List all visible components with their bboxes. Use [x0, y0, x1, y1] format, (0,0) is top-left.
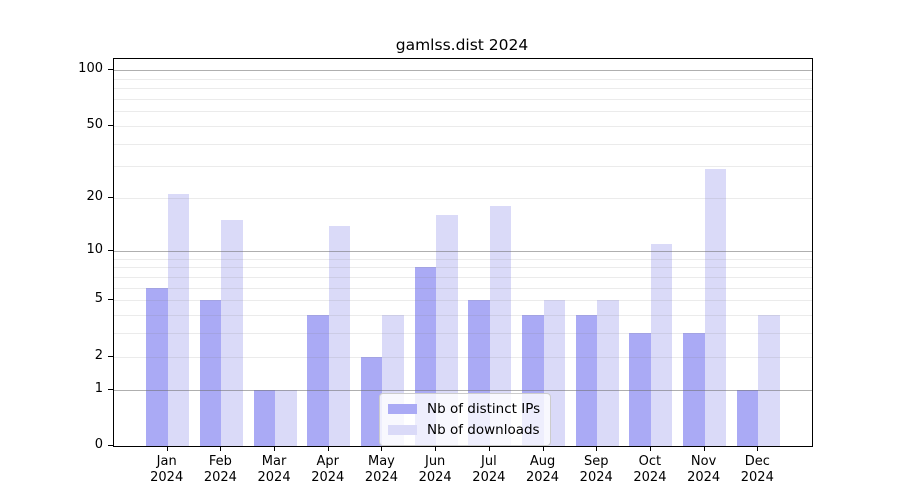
x-tick-label-aug: Aug 2024 [525, 454, 560, 485]
bar-downloads-oct [650, 243, 673, 446]
x-tick-mark-oct [649, 446, 651, 451]
bar-distinct-ips-sep [575, 315, 598, 446]
legend-label: Nb of distinct IPs [427, 401, 541, 417]
gridline-50 [114, 125, 812, 127]
x-tick-mark-sep [596, 446, 598, 451]
x-tick-label-jun: Jun 2024 [418, 454, 452, 485]
bar-downloads-jul [489, 206, 512, 446]
x-tick-label-jul: Jul 2024 [472, 454, 506, 485]
gridline-8 [114, 267, 812, 269]
x-tick-mark-may [381, 446, 383, 451]
gridline-7 [114, 276, 812, 278]
gridline-6 [114, 287, 812, 289]
legend-label: Nb of downloads [427, 422, 540, 438]
gridline-100 [114, 70, 812, 72]
bar-downloads-jun [436, 215, 458, 446]
y-tick-label-50: 50 [86, 116, 103, 132]
gridline-60 [114, 111, 812, 113]
bar-downloads-mar [275, 389, 297, 446]
gridline-2 [114, 356, 812, 358]
y-tick-label-5: 5 [94, 291, 103, 307]
y-tick-label-2: 2 [94, 347, 103, 363]
bar-distinct-ips-may [360, 356, 383, 446]
plot-area: Nb of distinct IPs Nb of downloads [113, 58, 813, 447]
x-tick-label-may: May 2024 [364, 454, 398, 485]
gridline-70 [114, 99, 812, 101]
legend: Nb of distinct IPs Nb of downloads [379, 393, 552, 446]
x-tick-label-sep: Sep 2024 [579, 454, 613, 485]
bar-distinct-ips-feb [199, 300, 222, 446]
bar-downloads-jan [167, 194, 190, 446]
y-tick-mark-0 [108, 445, 113, 446]
y-tick-label-1: 1 [94, 380, 103, 396]
bar-distinct-ips-mar [253, 389, 276, 446]
x-tick-label-dec: Dec 2024 [740, 454, 774, 485]
x-tick-mark-mar [274, 446, 276, 451]
y-tick-mark-2 [108, 355, 113, 357]
x-tick-label-jan: Jan 2024 [150, 454, 184, 485]
legend-entry-distinct-ips: Nb of distinct IPs [388, 401, 540, 417]
x-tick-mark-feb [220, 446, 222, 451]
gridline-3 [114, 333, 812, 335]
gridline-20 [114, 198, 812, 200]
x-tick-mark-jan [166, 446, 168, 451]
legend-entry-downloads: Nb of downloads [388, 422, 540, 438]
y-tick-label-20: 20 [86, 189, 103, 205]
bar-distinct-ips-dec [736, 389, 759, 446]
gridline-9 [114, 258, 812, 260]
gridline-80 [114, 88, 812, 90]
bar-downloads-sep [597, 300, 619, 446]
y-tick-mark-100 [108, 69, 113, 71]
y-tick-mark-50 [108, 124, 113, 126]
x-tick-mark-apr [327, 446, 329, 451]
y-tick-label-10: 10 [86, 241, 103, 257]
x-tick-label-oct: Oct 2024 [633, 454, 667, 485]
y-tick-mark-5 [108, 299, 113, 301]
x-tick-mark-nov [703, 446, 705, 451]
gridline-10 [114, 250, 812, 252]
x-tick-label-feb: Feb 2024 [203, 454, 237, 485]
y-tick-mark-10 [108, 249, 113, 251]
gridline-1 [114, 389, 812, 391]
y-tick-mark-1 [108, 388, 113, 390]
bar-distinct-ips-apr [307, 315, 329, 446]
bar-distinct-ips-jan [146, 287, 168, 446]
gridline-40 [114, 143, 812, 145]
gridline-30 [114, 166, 812, 168]
x-tick-mark-aug [542, 446, 544, 451]
chart-title: gamlss.dist 2024 [395, 36, 529, 54]
x-tick-mark-jul [488, 446, 490, 451]
y-tick-label-100: 100 [78, 61, 103, 77]
x-tick-label-nov: Nov 2024 [687, 454, 721, 485]
x-tick-label-apr: Apr 2024 [311, 454, 345, 485]
bar-downloads-apr [328, 225, 351, 446]
y-tick-mark-20 [108, 197, 113, 199]
gridline-4 [114, 314, 812, 316]
bar-downloads-dec [758, 315, 780, 446]
x-tick-label-mar: Mar 2024 [257, 454, 291, 485]
y-tick-label-0: 0 [94, 437, 103, 452]
gridline-90 [114, 78, 812, 80]
x-tick-mark-jun [435, 446, 437, 451]
legend-swatch-distinct-ips [388, 404, 417, 414]
gridline-5 [114, 300, 812, 302]
bar-downloads-nov [704, 169, 727, 446]
legend-swatch-downloads [388, 425, 417, 435]
x-tick-mark-dec [757, 446, 759, 451]
